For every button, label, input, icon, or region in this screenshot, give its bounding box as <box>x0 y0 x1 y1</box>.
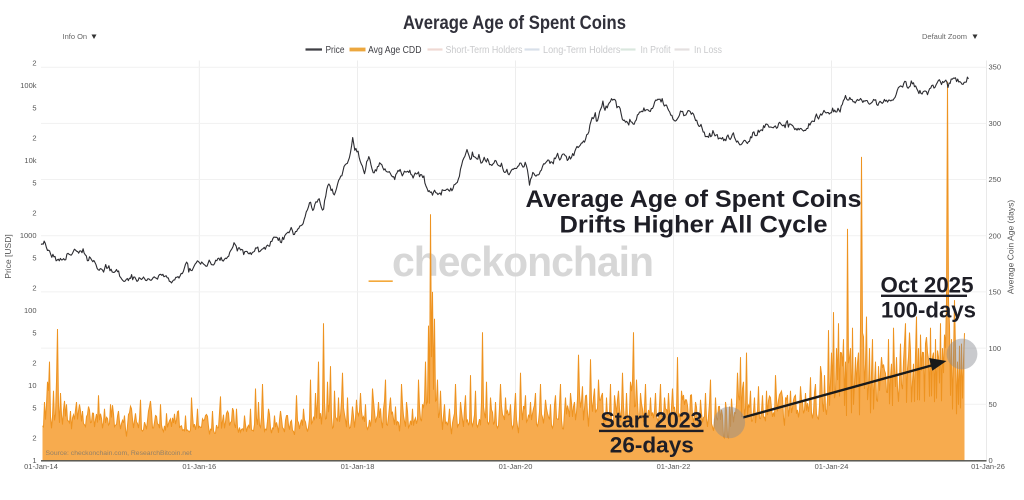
svg-text:2: 2 <box>32 133 36 142</box>
svg-text:5: 5 <box>32 329 36 338</box>
svg-text:100: 100 <box>24 306 37 315</box>
svg-text:1: 1 <box>32 456 36 465</box>
svg-text:In Loss: In Loss <box>694 45 722 56</box>
svg-text:Average Age of Spent Coins: Average Age of Spent Coins <box>403 13 626 34</box>
svg-text:checkonchain: checkonchain <box>392 238 653 285</box>
svg-text:01-Jan-24: 01-Jan-24 <box>815 462 849 471</box>
svg-text:01-Jan-22: 01-Jan-22 <box>657 462 691 471</box>
svg-text:5: 5 <box>32 179 36 188</box>
svg-text:01-Jan-26: 01-Jan-26 <box>971 462 1005 471</box>
svg-text:10k: 10k <box>24 156 36 165</box>
svg-text:Start 2023: Start 2023 <box>601 408 703 433</box>
svg-text:250: 250 <box>989 175 1002 184</box>
svg-text:In Profit: In Profit <box>641 45 671 56</box>
svg-text:350: 350 <box>989 63 1002 72</box>
svg-text:5: 5 <box>32 404 36 413</box>
svg-text:150: 150 <box>989 288 1002 297</box>
svg-text:Average Coin Age (days): Average Coin Age (days) <box>1006 200 1016 295</box>
svg-text:2: 2 <box>32 359 36 368</box>
svg-text:200: 200 <box>989 231 1002 240</box>
svg-text:Source: checkonchain.com, Rese: Source: checkonchain.com, ResearchBitcoi… <box>46 450 192 457</box>
svg-text:Long-Term Holders: Long-Term Holders <box>543 45 621 56</box>
svg-text:01-Jan-20: 01-Jan-20 <box>499 462 533 471</box>
svg-text:26-days: 26-days <box>610 433 694 458</box>
svg-text:Oct 2025: Oct 2025 <box>881 273 974 298</box>
svg-text:2: 2 <box>32 284 36 293</box>
svg-text:_: _ <box>368 239 393 286</box>
svg-text:01-Jan-14: 01-Jan-14 <box>24 462 58 471</box>
svg-text:50: 50 <box>989 400 997 409</box>
svg-text:5: 5 <box>32 103 36 112</box>
svg-text:10: 10 <box>28 381 36 390</box>
svg-text:Default Zoom: Default Zoom <box>922 32 967 41</box>
svg-text:100: 100 <box>989 344 1002 353</box>
svg-text:Avg Age CDD: Avg Age CDD <box>368 45 422 56</box>
svg-text:Short-Term Holders: Short-Term Holders <box>446 45 523 56</box>
svg-text:300: 300 <box>989 119 1002 128</box>
svg-text:100k: 100k <box>20 81 37 90</box>
svg-text:1000: 1000 <box>20 231 37 240</box>
svg-text:100-days: 100-days <box>881 298 976 323</box>
svg-text:Drifts Higher All Cycle: Drifts Higher All Cycle <box>560 212 828 239</box>
svg-text:2: 2 <box>32 58 36 67</box>
svg-text:0: 0 <box>989 456 993 465</box>
svg-text:01-Jan-18: 01-Jan-18 <box>341 462 375 471</box>
svg-text:Info On: Info On <box>63 32 88 41</box>
svg-text:Price: Price <box>326 45 345 56</box>
svg-text:2: 2 <box>32 434 36 443</box>
svg-text:5: 5 <box>32 254 36 263</box>
svg-text:Average Age of Spent Coins: Average Age of Spent Coins <box>526 186 862 213</box>
svg-text:2: 2 <box>32 208 36 217</box>
svg-text:Price [USD]: Price [USD] <box>3 234 13 278</box>
svg-text:01-Jan-16: 01-Jan-16 <box>182 462 216 471</box>
